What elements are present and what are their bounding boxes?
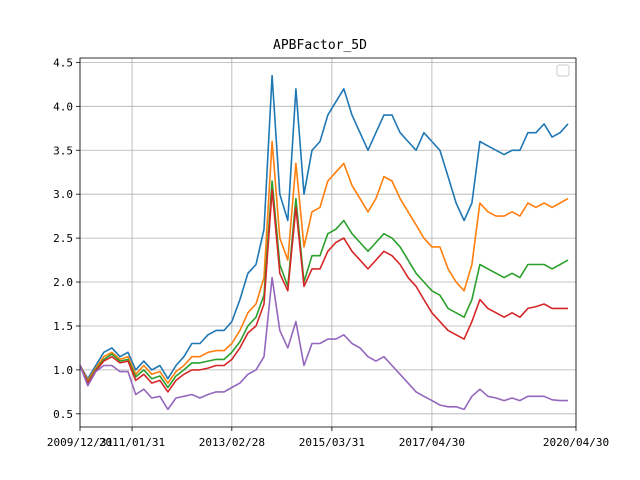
legend-box — [556, 64, 570, 77]
x-tick-label: 2017/04/30 — [399, 436, 465, 449]
y-tick-label: 1.5 — [53, 320, 73, 333]
series-line-3 — [79, 180, 569, 389]
x-tick-label: 2015/03/31 — [299, 436, 365, 449]
y-tick-label: 2.5 — [53, 232, 73, 245]
series-line-1 — [79, 74, 569, 380]
series-line-5 — [79, 276, 568, 411]
y-tick-label: 2.0 — [53, 276, 73, 289]
x-tick-label: 2013/02/28 — [199, 436, 265, 449]
x-tick-label: 2009/12/31 — [47, 436, 113, 449]
x-tick-label: 2011/01/31 — [99, 436, 165, 449]
series-layer — [79, 74, 569, 411]
y-tick-label: 3.0 — [53, 188, 73, 201]
series-line-2 — [79, 140, 569, 384]
y-tick-label: 4.5 — [53, 56, 73, 69]
y-tick-label: 1.0 — [53, 364, 73, 377]
series-line-4 — [79, 189, 568, 393]
y-tick-label: 4.0 — [53, 100, 73, 113]
y-tick-label: 3.5 — [53, 144, 73, 157]
chart-title: APBFactor_5D — [273, 38, 367, 53]
y-tick-label: 0.5 — [53, 408, 73, 421]
plot-frame — [79, 57, 577, 428]
x-tick-label: 2020/04/30 — [543, 436, 609, 449]
